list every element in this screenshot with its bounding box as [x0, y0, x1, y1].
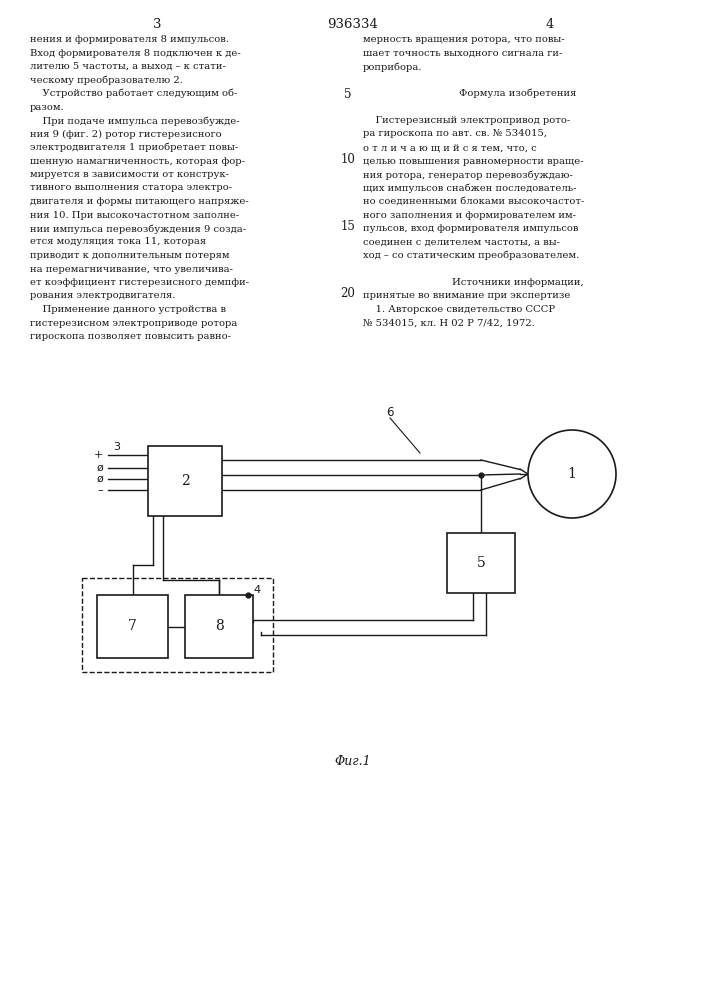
Bar — [97, 595, 168, 658]
Text: тивного выполнения статора электро-: тивного выполнения статора электро- — [30, 184, 232, 192]
Text: 5: 5 — [344, 88, 352, 101]
Text: 4: 4 — [546, 18, 554, 31]
Text: № 534015, кл. Н 02 Р 7/42, 1972.: № 534015, кл. Н 02 Р 7/42, 1972. — [363, 318, 534, 328]
Text: ет коэффициент гистерезисного демпфи-: ет коэффициент гистерезисного демпфи- — [30, 278, 249, 287]
Bar — [82, 578, 273, 672]
Text: пульсов, вход формирователя импульсов: пульсов, вход формирователя импульсов — [363, 224, 578, 233]
Text: –: – — [98, 485, 103, 495]
Text: ется модуляция тока 11, которая: ется модуляция тока 11, которая — [30, 237, 206, 246]
Text: роприбора.: роприбора. — [363, 62, 423, 72]
Bar — [148, 446, 222, 516]
Text: щих импульсов снабжен последователь-: щих импульсов снабжен последователь- — [363, 184, 576, 193]
Circle shape — [528, 430, 616, 518]
Text: 8: 8 — [215, 619, 223, 634]
Text: целью повышения равномерности враще-: целью повышения равномерности враще- — [363, 156, 583, 165]
Text: 936334: 936334 — [327, 18, 378, 31]
Text: 3: 3 — [153, 18, 161, 31]
Text: 6: 6 — [386, 406, 394, 418]
Text: ø: ø — [96, 474, 103, 484]
Text: ного заполнения и формирователем им-: ного заполнения и формирователем им- — [363, 211, 576, 220]
Text: но соединенными блоками высокочастот-: но соединенными блоками высокочастот- — [363, 197, 585, 206]
Text: ния ротора, генератор перевозбуждаю-: ния ротора, генератор перевозбуждаю- — [363, 170, 573, 180]
Text: приводит к дополнительным потерям: приводит к дополнительным потерям — [30, 251, 230, 260]
Text: шенную намагниченность, которая фор-: шенную намагниченность, которая фор- — [30, 156, 245, 165]
Text: мерность вращения ротора, что повы-: мерность вращения ротора, что повы- — [363, 35, 565, 44]
Text: рования электродвигателя.: рования электродвигателя. — [30, 292, 175, 300]
Text: ческому преобразователю 2.: ческому преобразователю 2. — [30, 76, 183, 85]
Text: Применение данного устройства в: Применение данного устройства в — [30, 305, 226, 314]
Text: 5: 5 — [477, 556, 486, 570]
Text: 3: 3 — [113, 442, 120, 452]
Text: соединен с делителем частоты, а вы-: соединен с делителем частоты, а вы- — [363, 237, 560, 246]
Text: шает точность выходного сигнала ги-: шает точность выходного сигнала ги- — [363, 48, 562, 57]
Text: 4: 4 — [253, 585, 260, 595]
Text: Φиг.1: Φиг.1 — [334, 755, 371, 768]
Text: нии импульса перевозбуждения 9 созда-: нии импульса перевозбуждения 9 созда- — [30, 224, 246, 233]
Bar — [185, 595, 253, 658]
Text: электродвигателя 1 приобретает повы-: электродвигателя 1 приобретает повы- — [30, 143, 238, 152]
Text: Формула изобретения: Формула изобретения — [460, 89, 577, 99]
Text: ния 10. При высокочастотном заполне-: ния 10. При высокочастотном заполне- — [30, 211, 239, 220]
Text: на перемагничивание, что увеличива-: на перемагничивание, что увеличива- — [30, 264, 233, 273]
Text: 1. Авторское свидетельство СССР: 1. Авторское свидетельство СССР — [363, 305, 555, 314]
Text: ø: ø — [96, 463, 103, 473]
Text: гистерезисном электроприводе ротора: гистерезисном электроприводе ротора — [30, 318, 238, 328]
Bar — [447, 533, 515, 593]
Text: Источники информации,: Источники информации, — [452, 278, 584, 287]
Text: 20: 20 — [341, 287, 356, 300]
Text: мируется в зависимости от конструк-: мируется в зависимости от конструк- — [30, 170, 229, 179]
Text: нения и формирователя 8 импульсов.: нения и формирователя 8 импульсов. — [30, 35, 229, 44]
Text: ход – со статическим преобразователем.: ход – со статическим преобразователем. — [363, 251, 579, 260]
Text: При подаче импульса перевозбужде-: При подаче импульса перевозбужде- — [30, 116, 240, 125]
Text: 2: 2 — [180, 474, 189, 488]
Text: разом.: разом. — [30, 103, 64, 111]
Text: 7: 7 — [128, 619, 137, 634]
Text: ра гироскопа по авт. св. № 534015,: ра гироскопа по авт. св. № 534015, — [363, 129, 547, 138]
Text: 15: 15 — [341, 220, 356, 233]
Text: +: + — [93, 450, 103, 460]
Text: двигателя и формы питающего напряже-: двигателя и формы питающего напряже- — [30, 197, 249, 206]
Text: принятые во внимание при экспертизе: принятые во внимание при экспертизе — [363, 292, 571, 300]
Text: о т л и ч а ю щ и й с я тем, что, с: о т л и ч а ю щ и й с я тем, что, с — [363, 143, 537, 152]
Text: лителю 5 частоты, а выход – к стати-: лителю 5 частоты, а выход – к стати- — [30, 62, 226, 71]
Text: 10: 10 — [341, 153, 356, 166]
Text: ния 9 (фиг. 2) ротор гистерезисного: ния 9 (фиг. 2) ротор гистерезисного — [30, 129, 221, 139]
Text: гироскопа позволяет повысить равно-: гироскопа позволяет повысить равно- — [30, 332, 231, 341]
Text: Гистерезисный электропривод рото-: Гистерезисный электропривод рото- — [363, 116, 571, 125]
Text: Устройство работает следующим об-: Устройство работает следующим об- — [30, 89, 238, 99]
Text: 1: 1 — [568, 467, 576, 481]
Text: Вход формирователя 8 подключен к де-: Вход формирователя 8 подключен к де- — [30, 48, 241, 57]
